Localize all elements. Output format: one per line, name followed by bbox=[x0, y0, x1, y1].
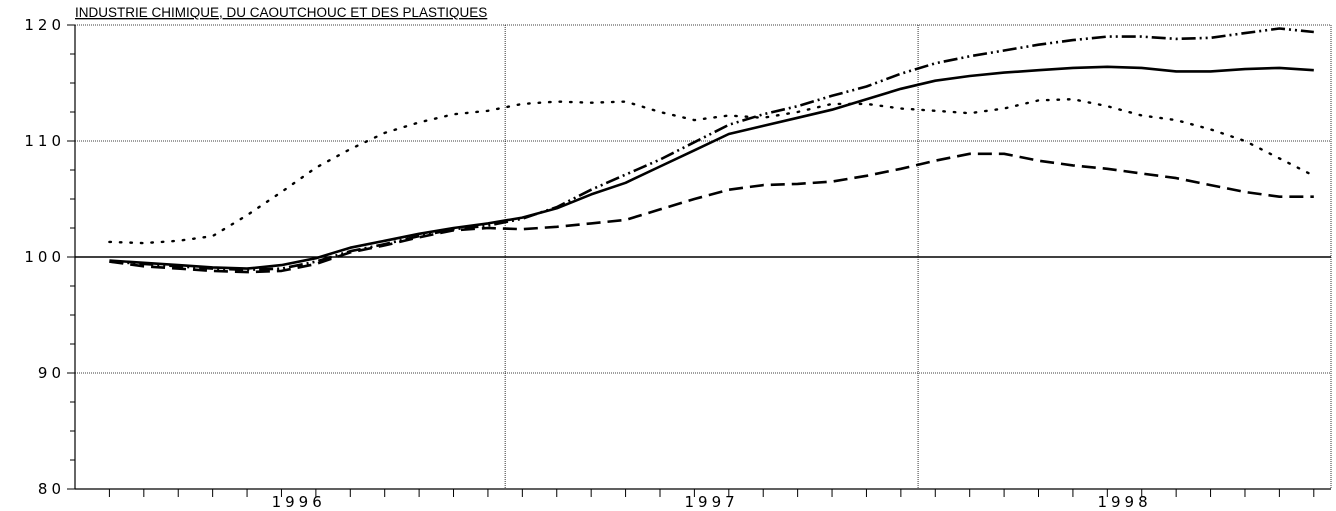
x-tick-label: 1996 bbox=[272, 493, 326, 511]
y-tick-label: 80 bbox=[38, 480, 65, 498]
chart-title: INDUSTRIE CHIMIQUE, DU CAOUTCHOUC ET DES… bbox=[75, 5, 487, 20]
series-line-dash-dot bbox=[109, 27, 1314, 272]
axis-layer bbox=[67, 24, 1332, 497]
series-line-dotted bbox=[108, 97, 1316, 245]
x-tick-label: 1998 bbox=[1097, 493, 1151, 511]
y-tick-label: 110 bbox=[24, 132, 65, 150]
series-line-dashed bbox=[109, 152, 1314, 274]
label-layer: 80 90 100 110 120 1996 1997 1998 bbox=[24, 16, 1151, 511]
series-layer bbox=[108, 27, 1316, 274]
grid-layer bbox=[75, 24, 1331, 490]
x-tick-label: 1997 bbox=[685, 493, 739, 511]
y-tick-label: 100 bbox=[24, 248, 65, 266]
y-tick-label: 120 bbox=[24, 16, 65, 34]
series-line-solid bbox=[109, 65, 1314, 270]
y-tick-label: 90 bbox=[38, 364, 65, 382]
